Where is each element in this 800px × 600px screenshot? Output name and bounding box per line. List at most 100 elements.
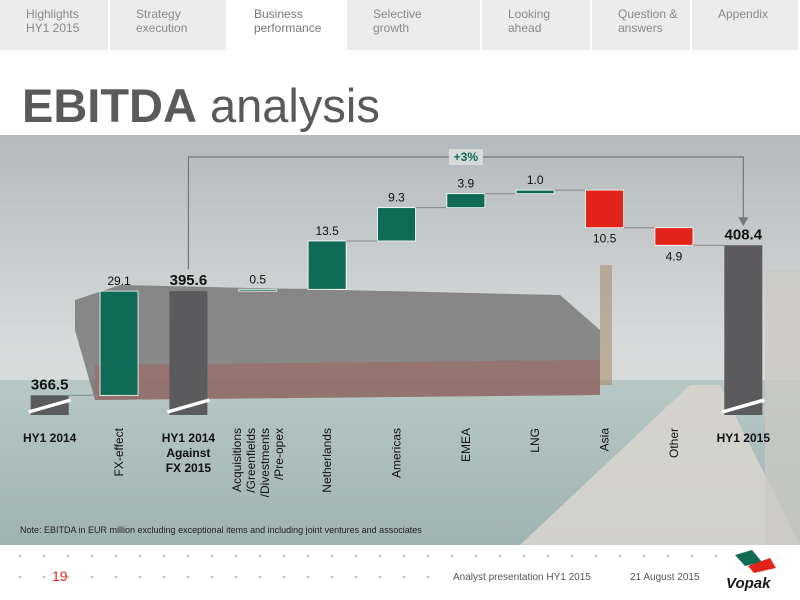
- x-tick-label-group: EMEA: [459, 428, 473, 462]
- footer-dot: [330, 554, 334, 558]
- bar: [515, 189, 555, 195]
- slide-title: EBITDA analysis: [22, 79, 380, 132]
- nav-tab-label: Appendix: [718, 7, 768, 21]
- footer-dot: [42, 575, 46, 579]
- x-tick-label-group: LNG: [528, 428, 542, 453]
- footer-dot: [306, 554, 310, 558]
- bar: [307, 240, 347, 290]
- footer-dot: [306, 575, 310, 579]
- footer-dot: [282, 575, 286, 579]
- growth-arrow: [738, 217, 749, 227]
- nav-tab-label: Business performance: [254, 7, 322, 35]
- value-label: 29.1: [107, 274, 131, 288]
- nav-tab-label: Selective growth: [373, 7, 422, 35]
- footer-dot: [234, 575, 238, 579]
- x-tick-label: Other: [667, 428, 681, 458]
- x-tick-label-group: FX-effect: [112, 427, 126, 476]
- x-tick-label: HY1 2015: [717, 431, 771, 445]
- footer-dot: [258, 554, 262, 558]
- footer-dot: [450, 554, 454, 558]
- axis-break: [28, 398, 72, 414]
- footer-dot: [258, 575, 262, 579]
- value-label: 13.5: [315, 224, 339, 238]
- nav-tab-label: Looking ahead: [508, 7, 550, 35]
- background-photo: [0, 135, 800, 545]
- footer-dot: [18, 575, 22, 579]
- x-tick-label: Americas: [390, 428, 404, 478]
- x-tick-label: HY1 2014 Against FX 2015: [162, 431, 216, 475]
- annotation: +3%: [454, 150, 479, 164]
- title-strong: EBITDA: [22, 79, 197, 132]
- footer-dot: [114, 554, 118, 558]
- footer-dot: [378, 554, 382, 558]
- footer-dot: [138, 554, 142, 558]
- value-label: 3.9: [458, 177, 475, 191]
- logo-mark: [735, 550, 762, 566]
- footer-dot: [378, 575, 382, 579]
- nav-tab[interactable]: [592, 0, 690, 50]
- value-label: 1.0: [527, 173, 544, 187]
- x-tick-label-group: Asia: [598, 428, 612, 452]
- bar: [238, 288, 278, 292]
- x-tick-label-group: Americas: [390, 428, 404, 478]
- nav-tab[interactable]: [692, 0, 798, 50]
- footer: 19 Analyst presentation HY1 2015 21 Augu…: [52, 550, 776, 592]
- page-number: 19: [52, 568, 68, 584]
- bar: [585, 189, 624, 229]
- footer-dot: [138, 575, 142, 579]
- footer-dot: [90, 554, 94, 558]
- x-tick-label: LNG: [528, 428, 542, 453]
- footer-dot: [90, 575, 94, 579]
- x-tick-label: HY1 2014: [23, 431, 77, 445]
- footer-dot: [210, 575, 214, 579]
- footer-dot: [354, 554, 358, 558]
- nav-tab[interactable]: [347, 0, 480, 50]
- x-tick-label: FX-effect: [112, 427, 126, 476]
- footer-dot: [282, 554, 286, 558]
- x-tick-label: Netherlands: [320, 428, 334, 493]
- bar: [169, 291, 208, 415]
- x-tick-label: Asia: [598, 428, 612, 452]
- footer-dot: [498, 554, 502, 558]
- footer-dot: [570, 554, 574, 558]
- footer-dot: [402, 575, 406, 579]
- footer-dot: [66, 575, 70, 579]
- footer-dot: [402, 554, 406, 558]
- footer-dot: [642, 554, 646, 558]
- nav-tab[interactable]: [0, 0, 108, 50]
- footer-dot: [474, 554, 478, 558]
- title-rest: analysis: [210, 79, 380, 132]
- note: Note: EBITDA in EUR million excluding ex…: [20, 525, 422, 535]
- value-label: 408.4: [725, 226, 763, 243]
- nav-tab[interactable]: [228, 0, 345, 50]
- footer-dot: [18, 554, 22, 558]
- footer-dot: [186, 554, 190, 558]
- bar: [446, 193, 486, 209]
- footer-dot: [546, 554, 550, 558]
- footer-dot: [210, 554, 214, 558]
- nav-tab-label: Question & answers: [618, 7, 677, 35]
- footer-dot: [666, 554, 670, 558]
- footer-dot: [114, 575, 118, 579]
- footer-dot: [618, 554, 622, 558]
- nav-tab-label: Highlights HY1 2015: [26, 7, 80, 35]
- value-label: 10.5: [593, 232, 617, 246]
- x-tick-label: EMEA: [459, 428, 473, 462]
- footer-dot: [426, 554, 430, 558]
- footer-dot: [522, 554, 526, 558]
- footer-dot: [594, 554, 598, 558]
- value-label: 366.5: [31, 376, 69, 393]
- x-tick-label-group: Acquisitions/Greenfields/Divestments/Pre…: [230, 428, 286, 497]
- footer-dot: [330, 575, 334, 579]
- value-label: 0.5: [249, 272, 266, 286]
- footer-dot: [426, 575, 430, 579]
- axis-break: [166, 398, 210, 414]
- footer-dot: [186, 575, 190, 579]
- nav-tab[interactable]: [482, 0, 590, 50]
- nav-tab-label: Strategy execution: [136, 7, 187, 35]
- footer-dot: [354, 575, 358, 579]
- nav-tab[interactable]: [110, 0, 226, 50]
- bar: [654, 227, 694, 246]
